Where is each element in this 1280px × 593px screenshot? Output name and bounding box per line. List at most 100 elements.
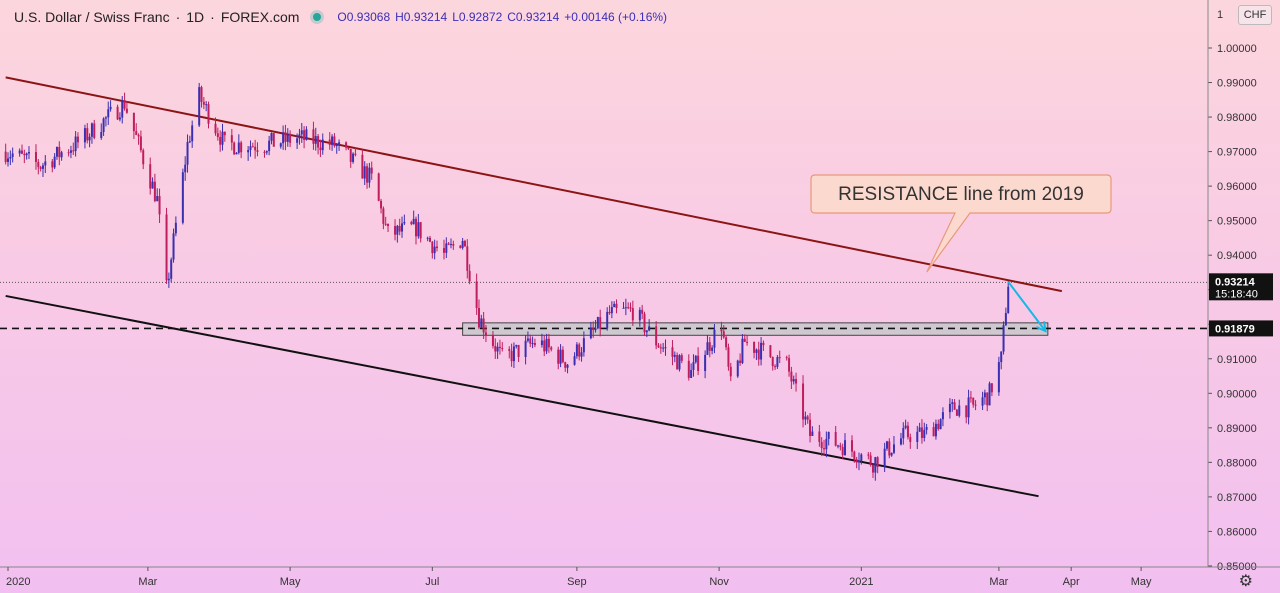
candle-body	[594, 328, 597, 331]
candle-body	[449, 244, 452, 246]
data-source: FOREX.com	[220, 9, 300, 25]
candle-body	[501, 348, 504, 350]
gear-icon[interactable]: ⚙	[1238, 573, 1253, 590]
y-tick-label: 0.89000	[1217, 423, 1257, 435]
candle-body	[575, 344, 578, 357]
candle-body	[396, 225, 399, 235]
candle-body	[592, 327, 595, 331]
candle-body	[692, 362, 695, 371]
x-tick-label: Jul	[425, 576, 439, 588]
candle-body	[802, 383, 805, 420]
resistance-trend-line	[5, 76, 1063, 293]
candle-body	[641, 309, 644, 314]
candle-body	[753, 341, 756, 353]
candle-body	[934, 423, 937, 437]
candle-body	[967, 397, 970, 418]
candle-body	[776, 357, 779, 367]
candle-body	[60, 152, 63, 158]
candle-body	[214, 123, 217, 134]
support-trend-line	[5, 294, 1039, 498]
candle-body	[345, 142, 348, 148]
candle-body	[366, 166, 369, 183]
candle-body	[170, 259, 173, 279]
open-value: O0.93068	[337, 10, 391, 24]
candle-body	[368, 167, 371, 183]
y-tick-label: 0.99000	[1217, 78, 1257, 90]
candle-body	[118, 117, 121, 120]
candle-body	[235, 152, 238, 155]
candle-body	[83, 128, 86, 143]
candle-body	[188, 141, 191, 143]
candle-body	[74, 136, 77, 152]
candle-body	[298, 134, 301, 139]
candle-body	[303, 130, 306, 140]
candle-body	[855, 459, 858, 463]
candle-body	[191, 125, 194, 142]
candle-body	[475, 281, 478, 309]
candle-body	[564, 362, 567, 368]
candle-body	[869, 455, 872, 465]
candle-body	[417, 222, 420, 237]
x-tick-label: Apr	[1063, 576, 1080, 588]
candle-body	[230, 135, 233, 143]
candle-body	[837, 445, 840, 447]
candle-body	[338, 142, 341, 145]
candle-body	[442, 248, 445, 253]
candle-body	[382, 208, 385, 224]
candle-body	[132, 112, 135, 132]
candle-body	[823, 448, 826, 450]
candle-body	[240, 142, 243, 153]
level-label: 0.91879	[1215, 323, 1255, 335]
candle-body	[491, 334, 494, 346]
candle-body	[844, 440, 847, 456]
candle-body	[100, 131, 103, 138]
candle-body	[645, 330, 648, 333]
candle-body	[305, 129, 308, 140]
candle-body	[606, 311, 609, 329]
candle-body	[804, 416, 807, 420]
candle-body	[545, 338, 548, 352]
candle-body	[627, 307, 630, 309]
y-tick-label: 0.98000	[1217, 112, 1257, 124]
candle-body	[156, 196, 159, 202]
candle-body	[447, 243, 450, 245]
candle-body	[610, 307, 613, 314]
x-tick-label: Mar	[138, 576, 157, 588]
candle-body	[468, 270, 471, 282]
candle-body	[41, 165, 44, 169]
currency-button[interactable]: CHF	[1238, 5, 1272, 25]
candle-body	[795, 379, 798, 384]
candle-body	[655, 326, 658, 346]
candle-body	[279, 143, 282, 147]
candle-body	[459, 245, 462, 248]
symbol-name[interactable]: U.S. Dollar / Swiss Franc	[14, 9, 170, 25]
candle-body	[720, 329, 723, 332]
candle-body	[172, 233, 175, 260]
candle-body	[916, 431, 919, 443]
candle-body	[941, 412, 944, 420]
candle-body	[88, 136, 91, 141]
candle-body	[139, 136, 142, 151]
candle-body	[321, 139, 324, 151]
candle-body	[662, 347, 665, 349]
candle-body	[790, 371, 793, 382]
x-tick-label: 2020	[6, 576, 30, 588]
projection-arrow-head	[1035, 321, 1047, 333]
candle-body	[142, 150, 145, 165]
candle-body	[526, 338, 529, 341]
candle-body	[498, 346, 501, 349]
candle-body	[352, 153, 355, 162]
candle-body	[948, 403, 951, 413]
candle-body	[629, 307, 632, 309]
interval[interactable]: 1D	[186, 9, 205, 25]
candle-body	[678, 355, 681, 370]
candle-body	[694, 355, 697, 363]
candle-body	[687, 360, 690, 378]
candle-body	[827, 432, 830, 439]
candle-body	[202, 101, 205, 105]
candle-body	[349, 148, 352, 162]
candle-body	[452, 244, 455, 246]
candle-body	[223, 131, 226, 136]
candle-body	[589, 327, 592, 339]
